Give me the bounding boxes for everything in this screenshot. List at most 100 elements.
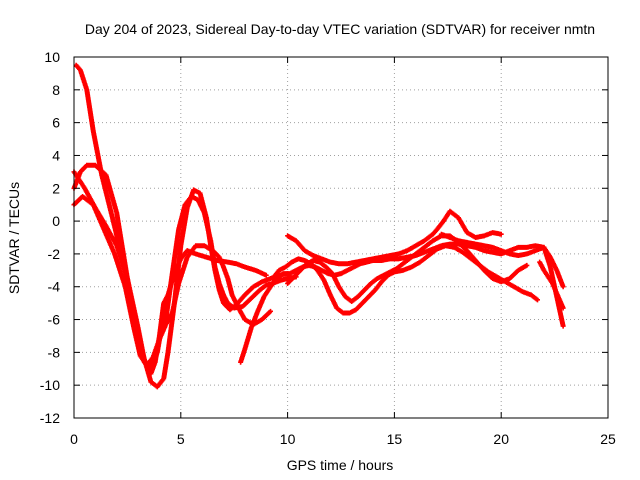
y-tick-label: 4 (52, 147, 60, 163)
x-axis-label: GPS time / hours (287, 457, 394, 473)
data-point (414, 244, 417, 247)
y-tick-label: -12 (40, 410, 60, 426)
y-tick-label: -4 (48, 279, 61, 295)
data-point (559, 301, 563, 305)
data-point (164, 323, 168, 326)
data-point (294, 269, 298, 272)
data-point (517, 269, 520, 272)
data-point (203, 244, 206, 247)
data-point (192, 188, 195, 192)
data-point (173, 272, 176, 275)
data-point (322, 278, 326, 282)
data-point (183, 203, 187, 206)
data-point (538, 260, 541, 264)
data-point (536, 298, 539, 302)
data-point (260, 280, 264, 284)
data-point (211, 249, 215, 252)
x-tick-label: 15 (387, 431, 403, 447)
data-point (265, 283, 268, 287)
data-point (529, 293, 533, 297)
data-point (218, 282, 221, 285)
data-point (380, 280, 383, 284)
data-point (465, 241, 469, 244)
data-point (230, 293, 234, 297)
data-point (354, 308, 358, 311)
y-tick-label: 0 (52, 213, 60, 229)
data-point (337, 262, 341, 265)
data-point (431, 239, 435, 242)
data-point (418, 260, 422, 264)
data-point (525, 252, 529, 256)
data-point (156, 385, 159, 389)
data-point (542, 269, 546, 272)
data-point (406, 249, 409, 252)
data-point (474, 259, 477, 262)
y-tick-label: 10 (44, 49, 60, 65)
data-point (457, 239, 460, 242)
data-point (132, 326, 136, 329)
data-point (491, 251, 494, 254)
data-point (316, 269, 319, 272)
x-tick-label: 5 (177, 431, 185, 447)
data-point (542, 246, 546, 249)
data-point (113, 252, 116, 256)
data-point (555, 292, 558, 295)
data-point (74, 64, 78, 67)
data-point (271, 277, 274, 280)
data-point (153, 361, 157, 364)
data-point (235, 262, 238, 265)
data-point (410, 265, 413, 269)
x-tick-label: 10 (280, 431, 296, 447)
data-point (457, 216, 460, 220)
data-point (256, 310, 259, 313)
data-point (491, 246, 494, 249)
data-point (350, 300, 353, 303)
data-point (435, 247, 439, 251)
data-point (303, 249, 306, 252)
data-point (299, 269, 302, 272)
data-point (482, 269, 486, 272)
data-point (482, 249, 486, 252)
series-5: satellite track E (238, 241, 566, 365)
data-point (226, 260, 229, 264)
x-tick-label: 20 (493, 431, 509, 447)
data-point (500, 252, 503, 256)
data-point (262, 295, 266, 298)
data-point (171, 311, 174, 315)
data-point (233, 306, 236, 310)
data-point (81, 195, 84, 198)
data-point (534, 249, 537, 252)
data-point (546, 275, 550, 279)
series-9: satellite track I (438, 231, 566, 329)
data-point (363, 259, 366, 262)
data-point (491, 231, 494, 234)
data-point (85, 164, 89, 167)
data-point (239, 361, 242, 364)
data-point (85, 88, 89, 92)
data-point (275, 277, 279, 280)
y-tick-label: 6 (52, 115, 60, 131)
data-point (166, 351, 170, 354)
data-point (294, 239, 298, 242)
data-point (369, 282, 373, 285)
data-point (303, 259, 306, 262)
data-point (258, 288, 262, 292)
data-point (427, 254, 430, 257)
data-point (376, 277, 379, 280)
data-point (162, 377, 165, 380)
data-point (241, 305, 244, 308)
data-point (186, 249, 189, 252)
chart-title: Day 204 of 2023, Sidereal Day-to-day VTE… (85, 21, 595, 37)
data-point (286, 234, 289, 238)
data-point (282, 272, 285, 275)
x-tick-label: 0 (70, 431, 78, 447)
data-point (228, 308, 232, 311)
data-point (269, 310, 272, 313)
data-point (166, 293, 170, 297)
data-point (423, 246, 426, 249)
data-point (339, 272, 343, 275)
data-point (279, 278, 283, 282)
data-point (250, 326, 253, 329)
data-point (525, 264, 529, 267)
